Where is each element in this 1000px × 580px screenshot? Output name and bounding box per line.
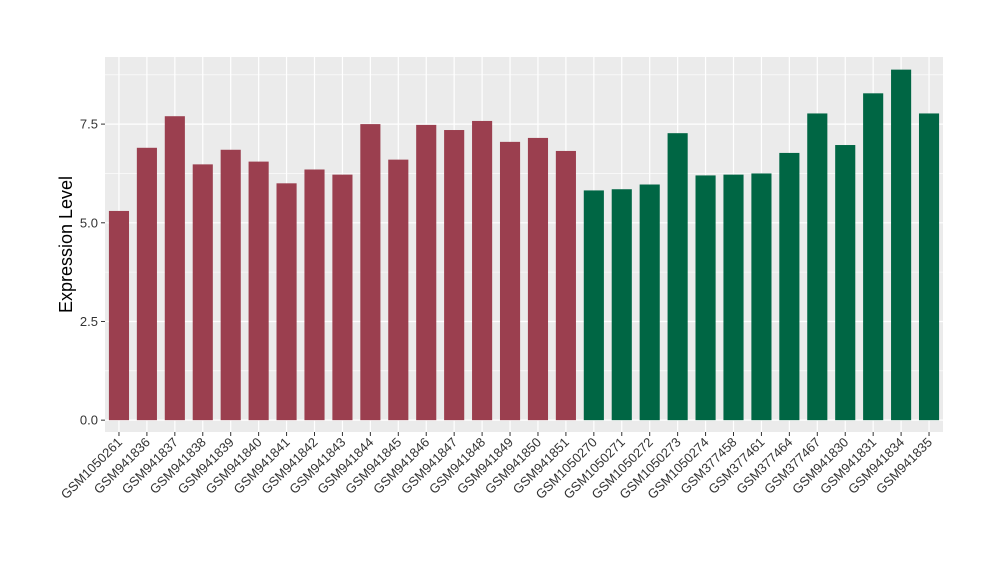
- bar-GSM1050274: [695, 175, 716, 421]
- bars: [108, 69, 940, 421]
- bar-GSM1050261: [108, 210, 130, 421]
- bar-GSM941839: [220, 149, 241, 421]
- bar-GSM377461: [751, 173, 772, 421]
- bar-GSM941851: [555, 150, 576, 421]
- bar-GSM941837: [164, 116, 185, 421]
- bar-GSM941842: [304, 169, 325, 421]
- bar-GSM377467: [807, 113, 828, 421]
- y-tick-label: 5.0: [80, 215, 98, 230]
- y-tick-label: 7.5: [80, 117, 98, 132]
- bar-GSM941850: [527, 137, 549, 421]
- bar-GSM941841: [276, 183, 297, 421]
- x-axis: GSM1050261GSM941836GSM941837GSM941838GSM…: [58, 432, 935, 502]
- bar-GSM941831: [863, 93, 884, 421]
- bar-GSM941840: [248, 161, 269, 421]
- bar-GSM941847: [444, 130, 465, 421]
- bar-GSM1050271: [611, 189, 632, 421]
- bar-GSM941845: [388, 159, 409, 421]
- bar-GSM377464: [779, 152, 800, 421]
- bar-GSM941838: [192, 164, 213, 421]
- bar-GSM1050272: [639, 184, 660, 421]
- bar-GSM941834: [891, 69, 912, 421]
- bar-GSM1050270: [583, 190, 604, 421]
- bar-GSM941846: [416, 124, 437, 421]
- y-tick-label: 0.0: [80, 413, 98, 428]
- y-tick-label: 2.5: [80, 314, 98, 329]
- bar-GSM1050273: [667, 133, 688, 421]
- bar-GSM377458: [723, 174, 744, 421]
- bar-GSM941836: [136, 147, 157, 421]
- bar-GSM941843: [332, 174, 353, 421]
- bar-GSM941830: [835, 145, 856, 421]
- y-axis: 0.0 2.5 5.0 7.5: [80, 117, 105, 428]
- plot-panel: [105, 57, 943, 432]
- bar-GSM941835: [918, 113, 940, 421]
- y-axis-title: Expression Level: [56, 176, 76, 313]
- bar-GSM941844: [360, 124, 381, 421]
- bar-GSM941849: [499, 141, 521, 421]
- bar-GSM941848: [472, 120, 493, 421]
